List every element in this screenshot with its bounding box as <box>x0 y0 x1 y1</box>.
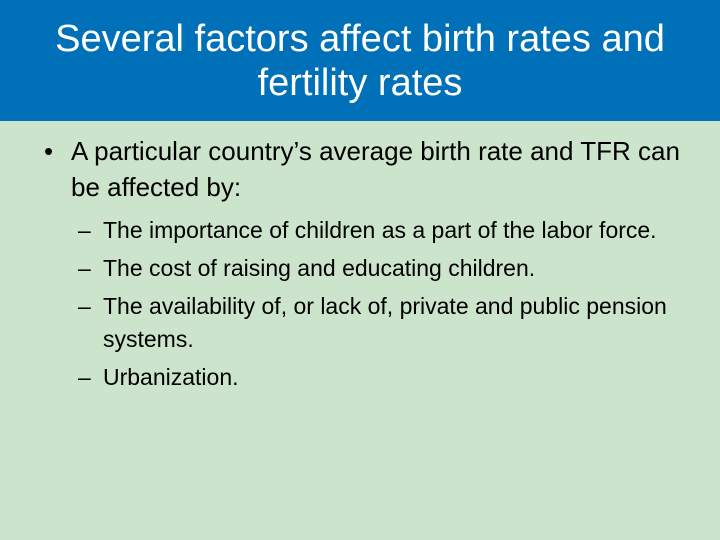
slide-content: • A particular country’s average birth r… <box>0 121 720 540</box>
dash-marker: – <box>78 364 91 390</box>
dash-marker: – <box>78 255 91 281</box>
sub-bullet-text: The importance of children as a part of … <box>103 217 657 243</box>
main-bullet-text: A particular country’s average birth rat… <box>71 136 680 202</box>
sub-bullet: – The importance of children as a part o… <box>78 214 678 247</box>
dash-marker: – <box>78 293 91 319</box>
sub-bullet: – The availability of, or lack of, priva… <box>78 290 678 356</box>
dash-marker: – <box>78 217 91 243</box>
sub-bullet-text: The cost of raising and educating childr… <box>103 255 536 281</box>
sub-bullet-text: The availability of, or lack of, private… <box>103 293 667 352</box>
sub-bullet: – The cost of raising and educating chil… <box>78 252 678 285</box>
sub-bullet: – Urbanization. <box>78 361 678 394</box>
title-bar: Several factors affect birth rates and f… <box>0 0 720 121</box>
bullet-marker: • <box>44 136 54 166</box>
sub-bullet-list: – The importance of children as a part o… <box>78 214 678 399</box>
slide-title: Several factors affect birth rates and f… <box>55 17 665 104</box>
main-bullet: • A particular country’s average birth r… <box>44 133 684 205</box>
sub-bullet-text: Urbanization. <box>103 364 239 390</box>
